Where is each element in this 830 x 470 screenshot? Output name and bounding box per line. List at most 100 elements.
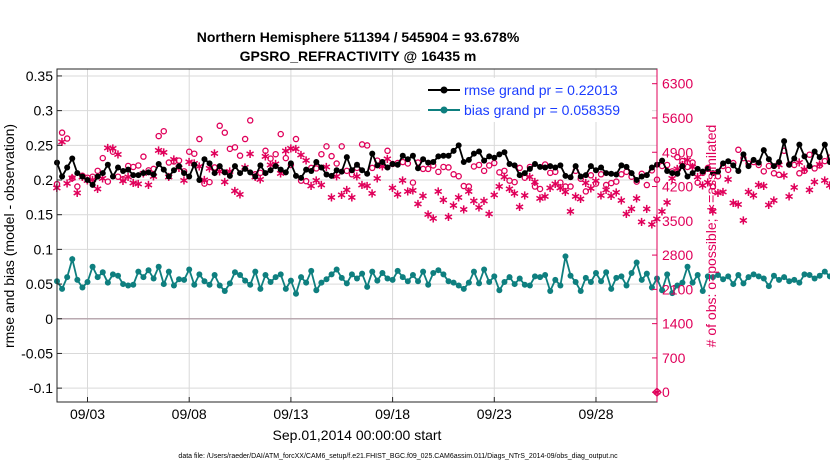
tick-layer: 09/03 09/08 09/13 09/18 09/23 09/28 -0.1 -0.05 0… (21, 68, 693, 422)
rmse-point (587, 163, 594, 170)
obs-possible-point (369, 164, 376, 172)
obs-possible-point (119, 175, 127, 183)
obs-assimilated-point: ∗ (530, 174, 541, 189)
bias-point (343, 280, 350, 287)
bias-point (125, 282, 132, 289)
y-left-tick-label: -0.1 (29, 380, 53, 396)
obs-possible-point (246, 117, 254, 124)
obs-assimilated-point: ∗ (443, 209, 454, 224)
obs-possible-point (363, 142, 371, 149)
obs-assimilated-point: ∗ (560, 184, 571, 199)
rmse-point (689, 170, 696, 177)
rmse-point (125, 166, 132, 173)
bias-point (694, 272, 701, 279)
rmse-point (425, 159, 432, 166)
obs-assimilated-point: ∗ (402, 183, 413, 198)
bias-point (379, 269, 386, 276)
obs-possible-point (109, 148, 117, 156)
obs-assimilated-point: ∗ (591, 173, 602, 188)
obs-possible-point (511, 178, 518, 186)
obs-assimilated-point: ∗ (596, 187, 607, 202)
obs-assimilated-point: ∗ (657, 204, 668, 219)
obs-assimilated-point: ∗ (179, 173, 190, 188)
obs-assimilated-point: ∗ (824, 178, 830, 193)
bias-point (623, 282, 630, 289)
obs-possible-point (445, 164, 452, 171)
bias-point (811, 275, 818, 282)
bias-point (476, 280, 483, 287)
rmse-point (781, 138, 788, 145)
y-right-tick-label: 1400 (662, 316, 693, 332)
rmse-point (648, 164, 655, 171)
rmse-point (333, 167, 340, 174)
bias-point (542, 272, 549, 279)
rmse-point (389, 161, 396, 168)
obs-assimilated-point: ∗ (102, 140, 113, 155)
bias-point (318, 279, 325, 286)
obs-assimilated-point: ∗ (291, 141, 302, 156)
obs-possible-point (435, 168, 442, 176)
bias-point (359, 270, 366, 277)
rmse-point (343, 154, 350, 161)
obs-possible-point (94, 167, 101, 175)
rmse-point (74, 170, 81, 177)
legend-background (420, 78, 652, 122)
x-tick-label: 09/13 (273, 406, 308, 422)
bias-point (709, 274, 716, 281)
obs-possible-point (160, 127, 168, 135)
obs-assimilated-point: ∗ (468, 193, 479, 208)
rmse-point (206, 160, 213, 167)
bias-point (435, 267, 442, 274)
rmse-point (552, 164, 559, 171)
rmse-point (318, 164, 325, 171)
bias-point (481, 266, 488, 273)
rmse-point (694, 165, 701, 172)
rmse-point (577, 173, 584, 180)
rmse-point (196, 177, 203, 183)
bias-point (440, 271, 447, 278)
obs-possible-point (689, 159, 696, 166)
obs-assimilated-point: ∗ (794, 155, 805, 170)
rmse-point (191, 161, 198, 168)
rmse-point (526, 165, 533, 172)
obs-assimilated-point: ∗ (57, 134, 68, 149)
obs-assimilated-point: ∗ (392, 186, 403, 201)
obs-assimilated-point: ∗ (631, 190, 642, 205)
bias-point (567, 272, 574, 279)
rmse-point (608, 170, 615, 177)
obs-assimilated-point: ∗ (733, 197, 744, 212)
bias-point (415, 278, 422, 285)
bias-point (781, 274, 788, 281)
bias-point (242, 277, 249, 284)
bias-point (587, 278, 594, 285)
rmse-point (755, 159, 762, 166)
bias-point (79, 284, 86, 291)
obs-assimilated-point: ∗ (479, 193, 490, 208)
rmse-point (796, 141, 803, 148)
bias-point (470, 268, 477, 275)
obs-possible-point (796, 170, 803, 177)
obs-assimilated-point: ∗ (118, 173, 129, 188)
obs-assimilated-point: ∗ (321, 159, 332, 174)
obs-assimilated-point: ∗ (372, 171, 383, 186)
obs-possible-point (775, 171, 783, 179)
bias-point (699, 288, 706, 294)
obs-possible-point (485, 162, 493, 169)
obs-possible-point (592, 180, 600, 187)
obs-count-layer: ∗∗∗∗∗∗∗∗∗∗∗∗∗∗∗ ∗∗∗ ∗∗∗ ∗∗∗∗∗∗∗∗∗∗∗∗∗∗∗∗∗∗∗… (52, 117, 830, 399)
x-tick-label: 09/23 (477, 406, 512, 422)
x-tick-label: 09/03 (70, 406, 105, 422)
y-right-tick-label: 4200 (662, 179, 693, 195)
obs-assimilated-point: ∗ (667, 171, 678, 186)
bias-point (328, 271, 335, 278)
rmse-point (374, 162, 381, 169)
bias-point (425, 281, 432, 288)
obs-assimilated-point: ∗ (524, 169, 535, 184)
rmse-point (765, 156, 772, 163)
rmse-point (674, 170, 681, 177)
obs-assimilated-point: ∗ (158, 144, 169, 159)
obs-possible-point (709, 183, 717, 190)
bias-point (384, 275, 391, 282)
obs-assimilated-point: ∗ (718, 184, 729, 199)
bias-point (816, 272, 823, 279)
